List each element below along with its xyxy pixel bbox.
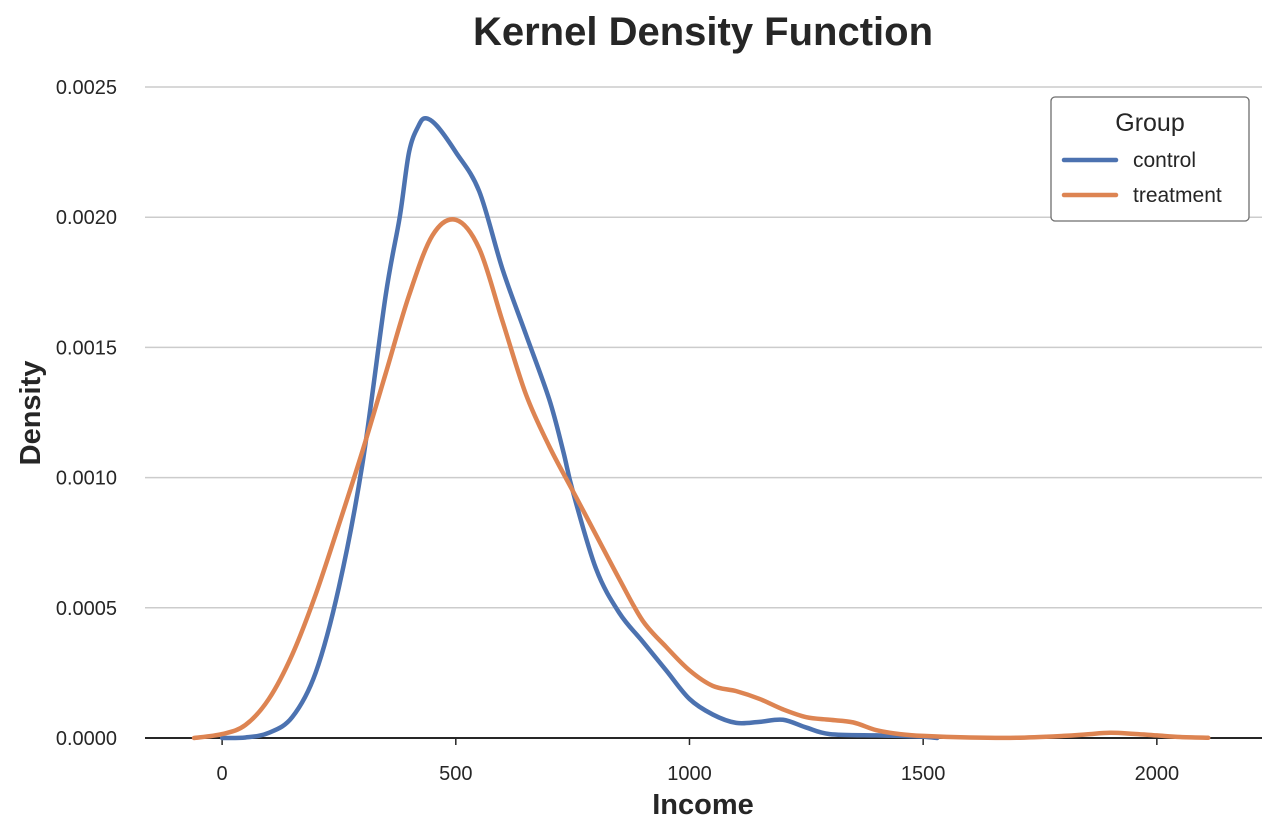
x-tick-label: 0 bbox=[217, 763, 228, 785]
x-axis-label: Income bbox=[652, 789, 754, 821]
y-tick-label: 0.0010 bbox=[56, 468, 117, 490]
legend-items: control treatment bbox=[1061, 149, 1222, 207]
x-tick-label: 500 bbox=[439, 763, 472, 785]
legend-box bbox=[1050, 96, 1250, 222]
legend-label-treatment: treatment bbox=[1133, 184, 1222, 207]
y-tick-label: 0.0015 bbox=[56, 337, 117, 359]
series-lines bbox=[191, 116, 1211, 741]
series-line-control bbox=[219, 116, 940, 741]
chart-title: Kernel Density Function bbox=[473, 10, 933, 54]
y-axis-label: Density bbox=[15, 361, 47, 466]
legend-label-control: control bbox=[1133, 149, 1196, 172]
axes: 0.0000 0.0005 0.0010 0.0015 0.0020 0.0025 0 500… bbox=[56, 77, 1262, 785]
x-tick-label: 1500 bbox=[901, 763, 946, 785]
x-tick-label: 1000 bbox=[667, 763, 712, 785]
series-line-treatment bbox=[191, 217, 1211, 741]
y-tick-label: 0.0000 bbox=[56, 728, 117, 750]
y-tick-label: 0.0020 bbox=[56, 207, 117, 229]
legend-title: Group bbox=[1115, 109, 1184, 137]
y-tick-label: 0.0005 bbox=[56, 598, 117, 620]
legend: Group control treatment bbox=[1050, 96, 1250, 222]
x-tick-label: 2000 bbox=[1135, 763, 1180, 785]
y-tick-label: 0.0025 bbox=[56, 77, 117, 99]
